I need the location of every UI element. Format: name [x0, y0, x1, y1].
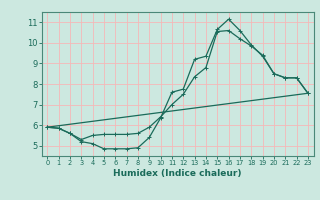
- X-axis label: Humidex (Indice chaleur): Humidex (Indice chaleur): [113, 169, 242, 178]
